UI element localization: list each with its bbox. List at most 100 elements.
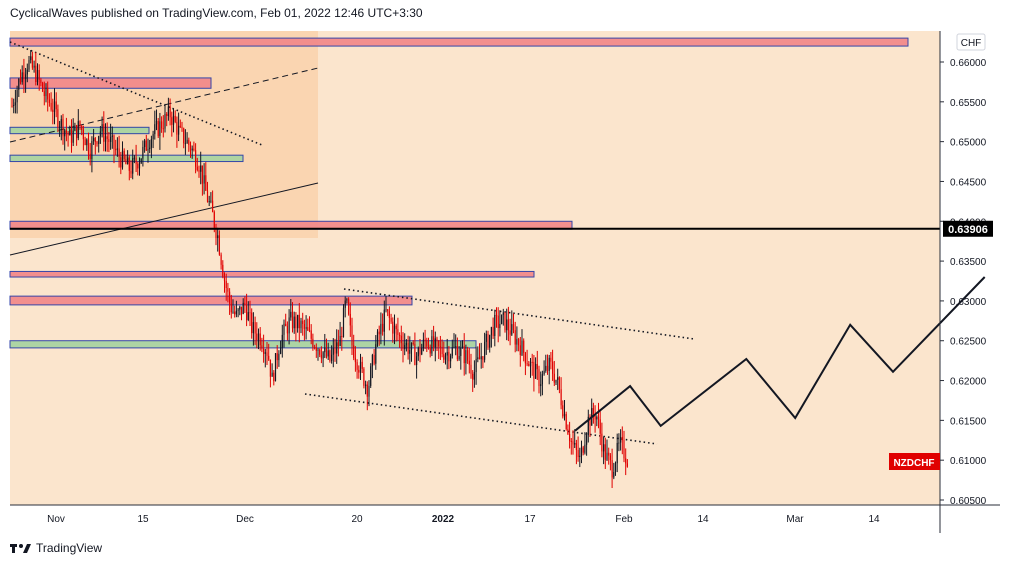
candle-body	[356, 362, 358, 370]
candle-body	[623, 440, 625, 459]
candle-body	[217, 235, 219, 239]
candle-body	[212, 200, 214, 213]
time-tick-label: Mar	[786, 514, 804, 525]
candle-body	[283, 323, 285, 335]
time-tick-label: Feb	[615, 514, 633, 525]
resistance-zone[interactable]	[9, 295, 413, 306]
projection-path[interactable]	[574, 276, 986, 432]
candle-body	[172, 115, 175, 125]
candle-body	[455, 346, 457, 348]
time-axis: Nov 15 Dec 20 2022 17 Feb 14 Mar 14	[47, 514, 880, 525]
candle-body	[393, 325, 396, 334]
candle-body	[441, 346, 443, 355]
candle-body	[388, 311, 390, 319]
candle-body	[540, 384, 542, 387]
candle-body	[286, 326, 288, 334]
candle-body	[407, 342, 409, 354]
candle-body	[273, 372, 275, 382]
current-price-label: 0.63906	[948, 224, 988, 236]
candle-body	[523, 340, 525, 353]
support-zone[interactable]	[9, 340, 477, 349]
candle-body	[502, 312, 504, 315]
candle-body	[305, 327, 307, 329]
candle-body	[278, 353, 280, 361]
candle-body	[417, 347, 419, 357]
price-tick-label: 0.66000	[950, 58, 987, 69]
tradingview-logo-icon	[10, 544, 31, 553]
candle-body	[57, 109, 59, 128]
candle-body	[490, 327, 492, 335]
rising-solid-line[interactable]	[9, 182, 319, 256]
candle-body	[485, 333, 487, 342]
candle-body	[155, 121, 158, 125]
candle-body	[84, 139, 86, 146]
currency-badge[interactable]	[956, 33, 986, 51]
candle-body	[72, 130, 74, 143]
candle-body	[487, 333, 489, 348]
candle-body	[48, 99, 50, 103]
candle-body	[298, 314, 300, 329]
candle-body	[290, 311, 292, 318]
candle-body	[365, 384, 367, 386]
candle-body	[552, 361, 554, 374]
candle-body	[416, 356, 418, 365]
resistance-zone[interactable]	[9, 37, 909, 47]
candle-body	[13, 104, 15, 106]
candle-body	[263, 348, 265, 354]
channel-top-line[interactable]	[343, 288, 695, 340]
candle-body	[30, 56, 32, 61]
footer[interactable]: TradingView	[10, 541, 102, 555]
candle-body	[99, 131, 101, 137]
candle-body	[349, 313, 351, 326]
candle-body	[334, 348, 336, 354]
candle-body	[580, 447, 583, 456]
candle-body	[128, 157, 130, 171]
candle-body	[424, 339, 426, 342]
candle-body	[400, 335, 402, 344]
upper-trendline[interactable]	[9, 41, 263, 146]
candle-body	[94, 138, 96, 142]
candle-body	[509, 330, 511, 335]
candle-body	[213, 212, 215, 228]
candle-body	[443, 354, 445, 360]
candle-body	[196, 166, 198, 171]
candle-body	[52, 109, 54, 112]
candle-body	[421, 347, 423, 355]
candle-body	[257, 333, 260, 341]
candle-body	[497, 315, 499, 329]
channel-bottom-line[interactable]	[304, 393, 658, 445]
candle-body	[179, 125, 181, 127]
candle-body	[387, 309, 389, 312]
candle-body	[113, 135, 115, 150]
candle-body	[448, 351, 450, 362]
candle-body	[240, 306, 243, 314]
candle-body	[504, 312, 506, 331]
candle-body	[480, 356, 482, 360]
candle-body	[409, 349, 411, 354]
time-tick-label: Dec	[236, 514, 254, 525]
candle-body	[178, 125, 180, 135]
resistance-zone[interactable]	[9, 270, 535, 278]
candle-body	[586, 435, 588, 445]
candle-body	[297, 314, 299, 329]
candle-body	[108, 139, 110, 143]
candle-body	[404, 345, 406, 350]
candle-body	[256, 333, 258, 341]
candle-body	[548, 357, 550, 371]
candle-body	[371, 355, 373, 367]
candle-body	[402, 343, 404, 350]
candle-body	[98, 136, 100, 144]
candle-body	[229, 291, 231, 304]
candle-body	[191, 148, 193, 151]
candle-body	[460, 347, 462, 356]
candle-body	[223, 276, 226, 282]
candle-body	[184, 143, 186, 145]
candle-body	[484, 341, 486, 360]
candle-body	[458, 355, 460, 360]
candle-body	[31, 56, 33, 68]
candle-body	[62, 119, 64, 137]
candle-body	[620, 436, 622, 443]
candle-body	[40, 79, 42, 84]
